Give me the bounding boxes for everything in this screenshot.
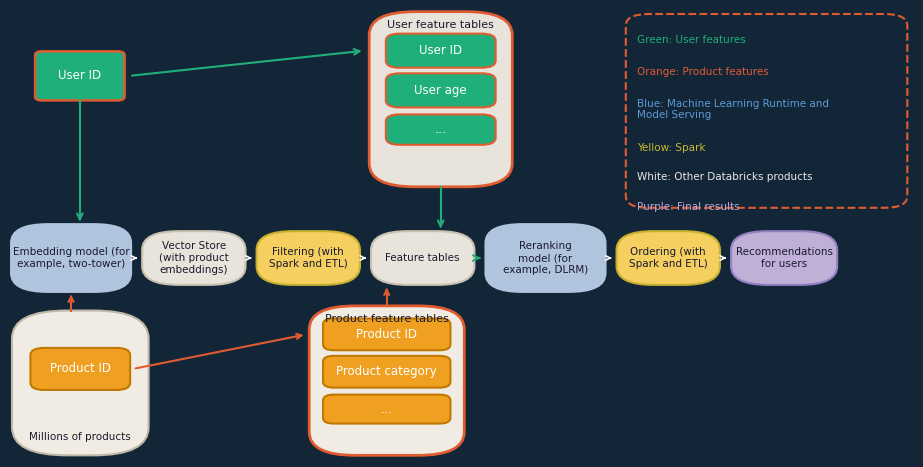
- FancyBboxPatch shape: [323, 356, 450, 388]
- Text: Orange: Product features: Orange: Product features: [637, 67, 769, 77]
- Text: Product ID: Product ID: [356, 328, 417, 341]
- Text: Millions of products: Millions of products: [30, 432, 131, 442]
- Text: Product category: Product category: [336, 365, 438, 378]
- Text: ...: ...: [435, 123, 447, 136]
- FancyBboxPatch shape: [386, 114, 496, 145]
- Text: User feature tables: User feature tables: [388, 20, 494, 30]
- FancyBboxPatch shape: [386, 34, 496, 68]
- Text: Feature tables: Feature tables: [386, 253, 460, 263]
- Text: White: Other Databricks products: White: Other Databricks products: [637, 172, 812, 182]
- FancyBboxPatch shape: [731, 231, 837, 285]
- Text: Green: User features: Green: User features: [637, 35, 746, 45]
- FancyBboxPatch shape: [617, 231, 720, 285]
- FancyBboxPatch shape: [371, 231, 474, 285]
- Text: Product feature tables: Product feature tables: [325, 314, 449, 324]
- FancyBboxPatch shape: [11, 224, 131, 292]
- FancyBboxPatch shape: [30, 348, 130, 390]
- Text: Reranking
model (for
example, DLRM): Reranking model (for example, DLRM): [503, 241, 588, 275]
- Text: Filtering (with
Spark and ETL): Filtering (with Spark and ETL): [269, 247, 348, 269]
- FancyBboxPatch shape: [386, 73, 496, 107]
- Text: Blue: Machine Learning Runtime and
Model Serving: Blue: Machine Learning Runtime and Model…: [637, 99, 829, 120]
- FancyBboxPatch shape: [323, 318, 450, 350]
- FancyBboxPatch shape: [257, 231, 360, 285]
- FancyBboxPatch shape: [309, 306, 464, 455]
- Text: User age: User age: [414, 84, 467, 97]
- FancyBboxPatch shape: [12, 311, 149, 455]
- Text: Purple: Final results: Purple: Final results: [637, 202, 739, 212]
- FancyBboxPatch shape: [485, 224, 605, 292]
- FancyBboxPatch shape: [142, 231, 246, 285]
- Text: Vector Store
(with product
embeddings): Vector Store (with product embeddings): [159, 241, 229, 275]
- Text: Embedding model (for
example, two-tower): Embedding model (for example, two-tower): [13, 247, 129, 269]
- Text: Yellow: Spark: Yellow: Spark: [637, 143, 705, 153]
- Text: User ID: User ID: [58, 70, 102, 82]
- FancyBboxPatch shape: [626, 14, 907, 208]
- Text: ...: ...: [380, 403, 393, 416]
- FancyBboxPatch shape: [323, 395, 450, 424]
- FancyBboxPatch shape: [369, 12, 512, 187]
- Text: User ID: User ID: [419, 44, 462, 57]
- FancyBboxPatch shape: [35, 51, 125, 100]
- Text: Ordering (with
Spark and ETL): Ordering (with Spark and ETL): [629, 247, 708, 269]
- Text: Recommendations
for users: Recommendations for users: [736, 247, 833, 269]
- Text: Product ID: Product ID: [50, 362, 111, 375]
